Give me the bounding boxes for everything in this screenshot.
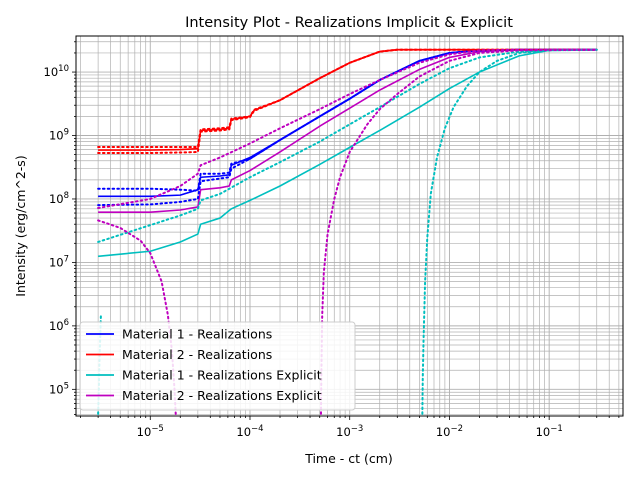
x-axis-label: Time - ct (cm) [304,451,393,466]
x-tick-label: 10−5 [137,424,164,439]
legend-entry: Material 1 - Realizations Explicit [122,368,322,383]
y-tick-label: 1010 [44,64,69,79]
legend-box [79,321,356,411]
legend-entry: Material 2 - Realizations [122,347,272,362]
legend: Material 1 - Realizations Material 2 - Re… [79,321,356,411]
dotted-series-line-12 [97,48,598,210]
x-tick-label: 10−4 [236,424,263,439]
x-tick-label: 10−2 [436,424,463,439]
y-tick-label: 109 [49,128,69,143]
y-tick-label: 106 [49,318,69,333]
x-tick-label: 10−1 [536,424,563,439]
series-line-2 [98,48,597,258]
y-axis-label: Intensity (erg/cm^2-s) [13,155,28,296]
legend-entry: Material 1 - Realizations [122,327,272,342]
legend-entry: Material 2 - Realizations Explicit [122,388,322,403]
y-tick-label: 108 [49,191,69,206]
plot-series [97,48,598,415]
y-tick-label: 107 [49,254,69,269]
x-tick-label: 10−3 [336,424,363,439]
y-tick-label: 105 [49,381,69,396]
chart-title: Intensity Plot - Realizations Implicit &… [185,15,513,31]
dotted-series-line-8 [97,48,598,243]
dotted-series-line-13 [319,48,598,415]
axis-ticks: 10−5 10−4 10−3 10−2 10−1 105 106 107 108 109 1010 [44,41,620,439]
dotted-series-line-10 [421,48,598,415]
dotted-series-line-7 [97,48,598,155]
